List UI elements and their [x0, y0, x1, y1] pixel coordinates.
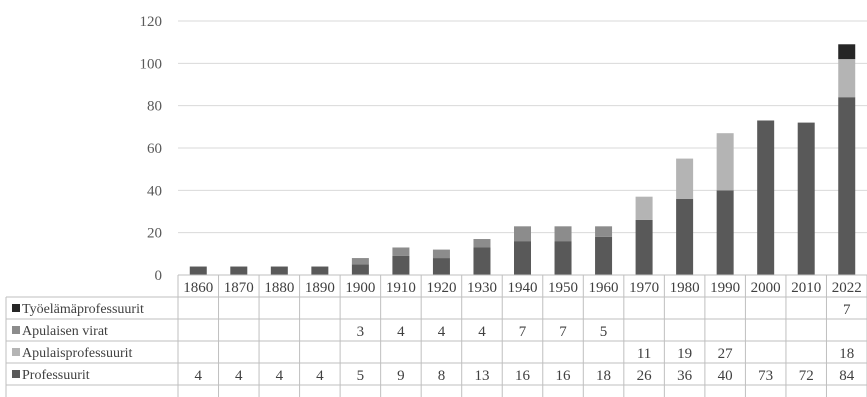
data-label-professuurit-1950: 16	[556, 368, 572, 384]
bar-professuurit-1970	[635, 219, 653, 275]
category-label-1920: 1920	[426, 280, 456, 296]
category-label-1870: 1870	[224, 280, 254, 296]
data-label-professuurit-1900: 5	[357, 368, 365, 384]
bar-tyoelamaprofessuurit-2022	[838, 44, 856, 60]
bar-professuurit-1950	[554, 241, 572, 275]
bar-professuurit-1960	[595, 236, 613, 275]
data-label-professuurit-1980: 36	[677, 368, 693, 384]
legend-label-apulaisprofessuurit: Apulaisprofessuurit	[22, 346, 133, 361]
data-label-professuurit-1860: 4	[195, 368, 203, 384]
category-label-1990: 1990	[710, 280, 740, 296]
bar-professuurit-1930	[473, 247, 491, 275]
category-label-1950: 1950	[548, 280, 578, 296]
category-label-1880: 1880	[264, 280, 294, 296]
data-label-apulaisprofessuurit-2022: 18	[839, 346, 854, 362]
bar-apulaisprofessuurit-1990	[716, 133, 734, 191]
data-label-professuurit-2022: 84	[839, 368, 855, 384]
y-tick-label: 120	[140, 14, 163, 30]
category-label-1970: 1970	[629, 280, 659, 296]
data-label-apulaisen-virat-1900: 3	[357, 324, 365, 340]
y-tick-label: 60	[147, 141, 162, 157]
bar-professuurit-2000	[757, 120, 775, 275]
bar-apulaisen-virat-1960	[595, 226, 613, 237]
bar-apulaisen-virat-1940	[514, 226, 531, 242]
data-label-professuurit-1890: 4	[316, 368, 324, 384]
data-label-professuurit-1910: 9	[397, 368, 405, 384]
legend-label-professuurit: Professuurit	[22, 368, 90, 383]
bar-professuurit-1860	[189, 266, 207, 275]
data-label-apulaisen-virat-1940: 7	[519, 324, 527, 340]
category-label-1890: 1890	[305, 280, 335, 296]
y-tick-label: 0	[155, 268, 163, 284]
data-label-professuurit-1990: 40	[718, 368, 733, 384]
bar-professuurit-1880	[270, 266, 288, 275]
bar-apulaisen-virat-1930	[473, 239, 491, 248]
category-label-1860: 1860	[183, 280, 213, 296]
data-label-apulaisprofessuurit-1980: 19	[677, 346, 692, 362]
bar-professuurit-1980	[676, 198, 694, 275]
bar-professuurit-1900	[351, 264, 369, 275]
bar-apulaisen-virat-1900	[351, 258, 369, 265]
y-tick-label: 100	[140, 56, 163, 72]
data-label-professuurit-1940: 16	[515, 368, 531, 384]
data-label-apulaisen-virat-1930: 4	[478, 324, 486, 340]
bar-apulaisen-virat-1950	[554, 226, 572, 242]
data-label-apulaisen-virat-1910: 4	[397, 324, 405, 340]
category-label-1980: 1980	[670, 280, 700, 296]
legend-key-tyoelamaprofessuurit	[12, 304, 20, 312]
category-label-1930: 1930	[467, 280, 497, 296]
data-label-professuurit-1970: 26	[637, 368, 653, 384]
data-label-apulaisen-virat-1950: 7	[559, 324, 567, 340]
legend-key-apulaisprofessuurit	[12, 348, 20, 356]
category-label-1960: 1960	[589, 280, 619, 296]
data-label-professuurit-1870: 4	[235, 368, 243, 384]
category-label-2010: 2010	[791, 280, 821, 296]
data-label-professuurit-1920: 8	[438, 368, 446, 384]
bar-professuurit-2022	[838, 97, 856, 275]
data-label-professuurit-1930: 13	[474, 368, 489, 384]
bar-professuurit-1910	[392, 255, 410, 275]
bar-professuurit-1920	[432, 258, 450, 275]
data-label-apulaisprofessuurit-1990: 27	[718, 346, 734, 362]
bar-apulaisprofessuurit-1970	[635, 196, 653, 220]
legend-label-apulaisen-virat: Apulaisen virat	[22, 324, 108, 339]
bar-professuurit-1940	[514, 241, 531, 275]
bar-professuurit-2010	[797, 122, 815, 275]
bar-apulaisprofessuurit-2022	[838, 59, 856, 98]
data-label-professuurit-1960: 18	[596, 368, 611, 384]
data-label-apulaisen-virat-1960: 5	[600, 324, 608, 340]
data-label-professuurit-1880: 4	[276, 368, 284, 384]
category-label-2022: 2022	[832, 280, 862, 296]
data-label-tyoelamaprofessuurit-2022: 7	[843, 302, 851, 318]
legend-key-apulaisen-virat	[12, 326, 20, 334]
bar-apulaisen-virat-1920	[432, 249, 450, 259]
data-label-apulaisen-virat-1920: 4	[438, 324, 446, 340]
category-label-1900: 1900	[345, 280, 375, 296]
data-label-apulaisprofessuurit-1970: 11	[637, 346, 651, 362]
y-tick-label: 40	[147, 183, 162, 199]
bar-apulaisprofessuurit-1980	[676, 158, 694, 199]
bar-professuurit-1870	[230, 266, 248, 275]
bar-apulaisen-virat-1910	[392, 247, 410, 256]
data-label-professuurit-2010: 72	[799, 368, 814, 384]
category-label-1940: 1940	[508, 280, 538, 296]
bar-professuurit-1890	[311, 266, 329, 275]
category-label-1910: 1910	[386, 280, 416, 296]
legend-key-professuurit	[12, 370, 20, 378]
y-tick-label: 20	[147, 226, 162, 242]
bar-professuurit-1990	[716, 190, 734, 275]
category-label-2000: 2000	[751, 280, 781, 296]
legend-label-tyoelamaprofessuurit: Työelämäprofessuurit	[22, 302, 144, 317]
y-tick-label: 80	[147, 99, 162, 115]
data-label-professuurit-2000: 73	[758, 368, 773, 384]
